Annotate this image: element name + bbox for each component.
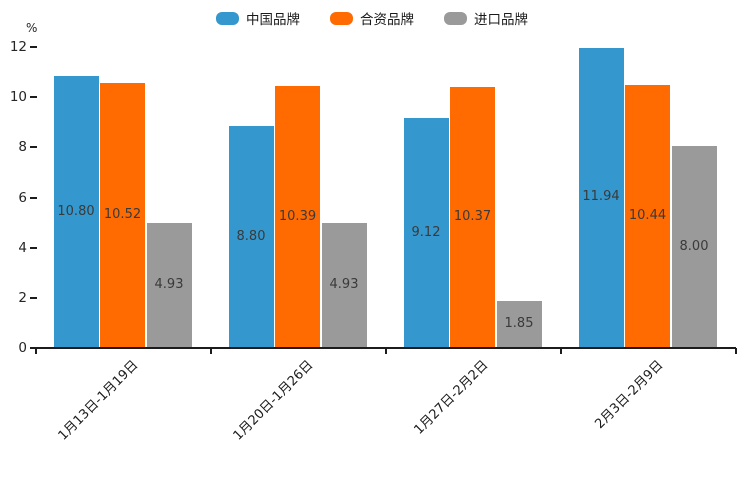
bar-1月20日-1月26日-合资品牌 (275, 86, 321, 347)
y-tick-label: 0 (18, 340, 27, 356)
y-tick-mark (30, 196, 37, 199)
bar-1月27日-2月2日-中国品牌 (403, 118, 449, 347)
bar-value-label: 4.93 (154, 277, 184, 293)
y-tick-label: 2 (18, 289, 27, 306)
y-tick-label: 4 (18, 239, 27, 256)
legend-swatch-china-brands-icon (216, 11, 239, 25)
legend-label-china-brands: 中国品牌 (246, 12, 300, 28)
y-axis-unit-label: % (26, 21, 38, 35)
bar-value-label: 10.52 (103, 207, 142, 223)
x-axis-category-label: 2月3日-2月9日 (591, 357, 666, 432)
y-tick-mark (30, 246, 37, 249)
bar-value-label: 8.80 (236, 228, 266, 244)
x-tick-mark (210, 348, 212, 354)
bar-2月3日-2月9日-中国品牌 (578, 47, 624, 347)
x-axis-category-label: 1月20日-1月26日 (230, 357, 316, 444)
bar-2月3日-2月9日-进口品牌 (671, 146, 717, 347)
bar-value-label: 8.00 (679, 238, 709, 254)
x-tick-mark (35, 348, 37, 354)
y-tick-mark (30, 146, 37, 149)
legend-swatch-joint-venture-brands-icon (330, 11, 353, 25)
bar-value-label: 10.37 (453, 208, 492, 224)
bar-value-label: 10.44 (628, 208, 667, 224)
legend-label-imported-brands: 进口品牌 (474, 12, 528, 28)
legend-item-joint-venture-brands: 合资品牌 (330, 8, 414, 28)
y-tick-mark (30, 96, 37, 99)
bar-1月13日-1月19日-进口品牌 (146, 223, 192, 347)
bar-1月27日-2月2日-进口品牌 (496, 300, 542, 347)
bar-value-label: 4.93 (329, 277, 359, 293)
bar-1月27日-2月2日-合资品牌 (450, 86, 496, 347)
x-axis-category-label: 1月13日-1月19日 (55, 357, 141, 444)
bar-value-label: 11.94 (582, 189, 620, 205)
legend-swatch-imported-brands-icon (444, 11, 467, 25)
bar-value-label: 1.85 (504, 315, 534, 331)
bar-1月20日-1月26日-中国品牌 (228, 126, 274, 347)
bar-1月13日-1月19日-中国品牌 (53, 76, 99, 347)
legend-label-joint-venture-brands: 合资品牌 (360, 12, 414, 28)
bar-value-label: 9.12 (411, 224, 441, 240)
y-tick-mark (30, 347, 37, 349)
legend: 中国品牌 合资品牌 进口品牌 (0, 8, 744, 28)
bar-1月13日-1月19日-合资品牌 (100, 83, 146, 347)
bar-2月3日-2月9日-合资品牌 (625, 85, 671, 347)
legend-item-imported-brands: 进口品牌 (444, 8, 528, 28)
y-tick-mark (30, 296, 37, 299)
bar-value-label: 10.39 (278, 208, 317, 224)
x-tick-mark (735, 348, 737, 354)
bar-value-label: 10.80 (57, 203, 95, 219)
x-tick-mark (385, 348, 387, 354)
legend-item-china-brands: 中国品牌 (216, 8, 300, 28)
x-axis-category-label: 1月27日-2月2日 (410, 357, 491, 438)
x-tick-mark (560, 348, 562, 354)
y-tick-label: 6 (18, 189, 27, 206)
bar-1月20日-1月26日-进口品牌 (321, 223, 367, 347)
y-tick-label: 10 (9, 89, 27, 106)
y-tick-label: 12 (9, 39, 27, 55)
y-tick-mark (30, 46, 37, 48)
y-tick-label: 8 (18, 139, 27, 156)
